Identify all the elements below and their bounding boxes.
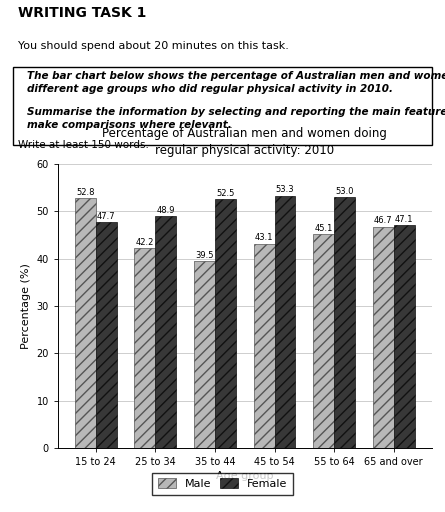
Text: 45.1: 45.1 (315, 224, 333, 233)
Title: Percentage of Australian men and women doing
regular physical activity: 2010: Percentage of Australian men and women d… (102, 127, 387, 157)
Bar (394, 225, 415, 448)
Bar (134, 248, 155, 448)
Bar (75, 198, 96, 448)
Legend: Male, Female: Male, Female (152, 473, 293, 495)
Bar (275, 196, 295, 448)
Text: The bar chart below shows the percentage of Australian men and women in
differen: The bar chart below shows the percentage… (27, 71, 445, 94)
Text: 47.7: 47.7 (97, 211, 115, 221)
Text: 39.5: 39.5 (195, 250, 214, 260)
Text: 52.8: 52.8 (76, 187, 94, 197)
Bar (334, 197, 355, 448)
Bar (215, 199, 236, 448)
Text: 43.1: 43.1 (255, 233, 273, 243)
Text: 52.5: 52.5 (216, 189, 235, 198)
Text: Write at least 150 words.: Write at least 150 words. (18, 140, 149, 150)
FancyBboxPatch shape (13, 67, 432, 145)
Text: 46.7: 46.7 (374, 217, 392, 225)
X-axis label: Age group: Age group (216, 471, 274, 481)
Text: Summarise the information by selecting and reporting the main features, and
make: Summarise the information by selecting a… (27, 107, 445, 130)
Text: You should spend about 20 minutes on this task.: You should spend about 20 minutes on thi… (18, 40, 289, 51)
Bar (96, 222, 117, 448)
Text: WRITING TASK 1: WRITING TASK 1 (18, 6, 146, 20)
Bar (313, 234, 334, 448)
Text: 53.3: 53.3 (276, 185, 294, 194)
Text: 47.1: 47.1 (395, 215, 413, 224)
Y-axis label: Percentage (%): Percentage (%) (21, 263, 31, 349)
Text: 42.2: 42.2 (136, 238, 154, 247)
Bar (155, 217, 176, 448)
Bar (254, 244, 275, 448)
Text: 53.0: 53.0 (336, 186, 354, 196)
Bar (194, 261, 215, 448)
Text: 48.9: 48.9 (157, 206, 175, 215)
Bar (373, 227, 394, 448)
